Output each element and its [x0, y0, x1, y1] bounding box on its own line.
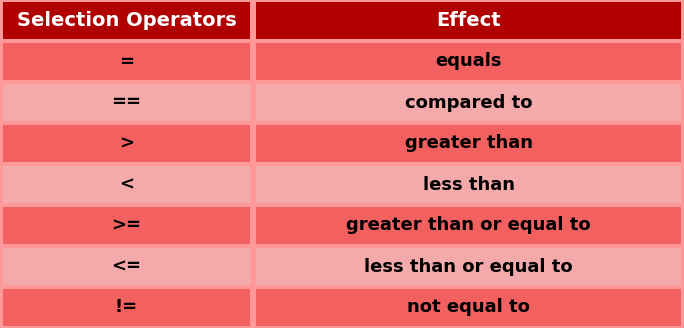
Bar: [256, 84, 681, 121]
Bar: [3, 2, 250, 39]
Text: >: >: [119, 134, 134, 153]
Text: =: =: [119, 52, 134, 71]
Bar: [3, 166, 250, 203]
Text: not equal to: not equal to: [407, 298, 530, 317]
Text: <=: <=: [111, 257, 142, 276]
Text: less than: less than: [423, 175, 514, 194]
Bar: [3, 248, 250, 285]
Bar: [3, 125, 250, 162]
Text: less than or equal to: less than or equal to: [364, 257, 573, 276]
Bar: [3, 43, 250, 80]
Bar: [256, 43, 681, 80]
Bar: [256, 289, 681, 326]
Bar: [256, 166, 681, 203]
Bar: [3, 289, 250, 326]
Bar: [3, 84, 250, 121]
Bar: [3, 207, 250, 244]
Bar: [256, 248, 681, 285]
Bar: [256, 2, 681, 39]
Text: Selection Operators: Selection Operators: [16, 11, 237, 30]
Text: ==: ==: [111, 93, 142, 112]
Text: !=: !=: [115, 298, 138, 317]
Text: compared to: compared to: [405, 93, 532, 112]
Text: Effect: Effect: [436, 11, 501, 30]
Bar: [256, 207, 681, 244]
Text: <: <: [119, 175, 134, 194]
Bar: [256, 125, 681, 162]
Text: greater than: greater than: [404, 134, 533, 153]
Text: greater than or equal to: greater than or equal to: [346, 216, 591, 235]
Text: >=: >=: [111, 216, 142, 235]
Text: equals: equals: [435, 52, 502, 71]
